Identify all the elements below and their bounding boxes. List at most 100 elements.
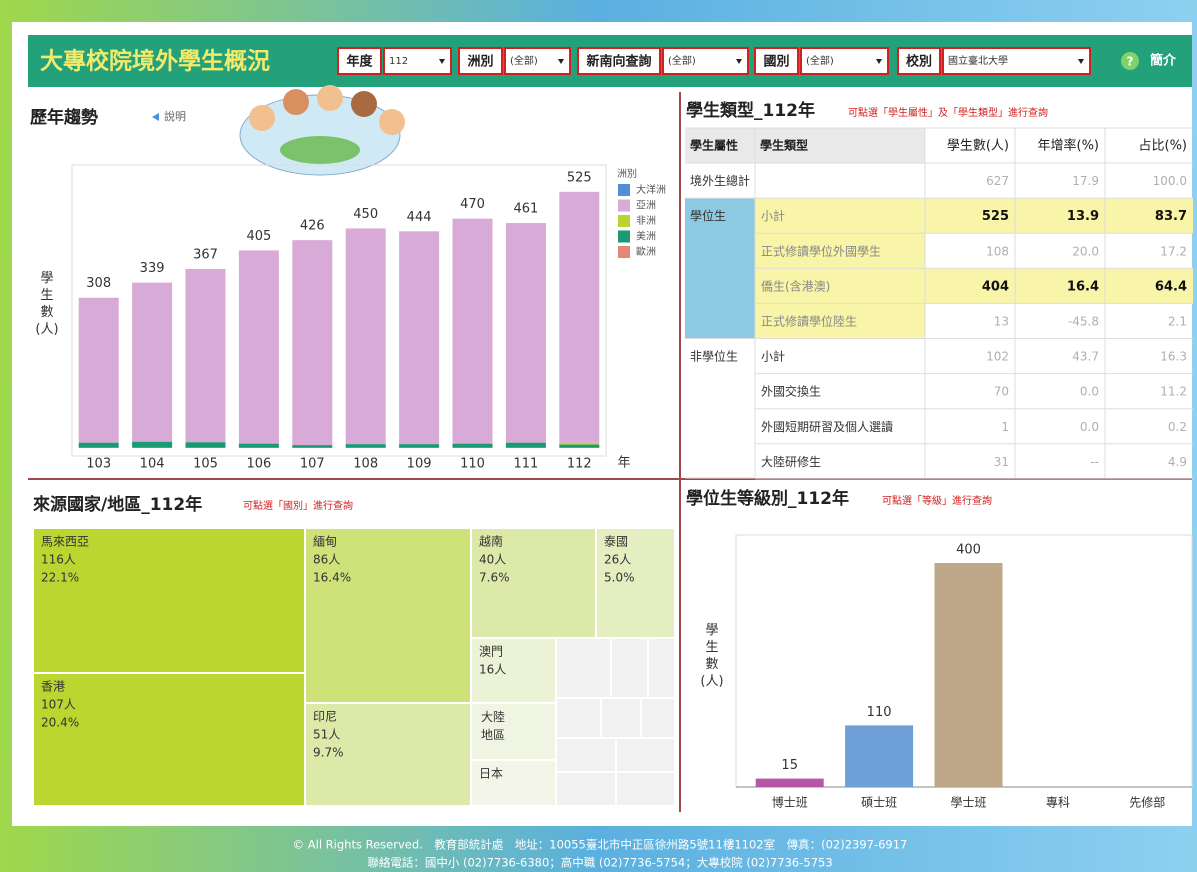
total-label: 525 [567, 170, 592, 185]
type-label[interactable]: 外國短期研習及個人選讀 [761, 420, 893, 434]
cell-value: 13 [994, 314, 1009, 328]
legend-label: 非洲 [636, 215, 656, 227]
bar-segment [506, 443, 546, 448]
section-title: 歷年趨勢 [30, 107, 98, 128]
treemap-minor-cell[interactable] [556, 698, 601, 738]
bar[interactable] [845, 725, 913, 787]
x-tick-label: 學士班 [950, 796, 986, 810]
treemap-minor-cell[interactable] [601, 698, 641, 738]
treemap-label: 越南 [479, 534, 503, 549]
cell-value: 2.1 [1168, 314, 1187, 328]
treemap-minor-cell[interactable] [556, 638, 611, 698]
cell-value: 43.7 [1072, 350, 1099, 364]
treemap-minor-cell[interactable] [648, 638, 675, 698]
value-label: 15 [781, 758, 798, 773]
x-tick-label: 111 [513, 457, 538, 472]
total-label: 426 [300, 219, 325, 234]
bar-segment [132, 283, 172, 442]
x-tick-label: 博士班 [772, 795, 808, 810]
bar-segment [399, 444, 439, 447]
x-tick-label: 專科 [1046, 796, 1070, 810]
cell-value: 20.0 [1072, 244, 1099, 258]
total-label: 367 [193, 247, 218, 262]
bar-segment [346, 228, 386, 444]
cell-value: 83.7 [1155, 209, 1187, 224]
cell-value: 17.9 [1072, 174, 1099, 188]
type-label[interactable]: 僑生(含港澳) [761, 278, 830, 293]
cell-value: -45.8 [1068, 314, 1099, 328]
group-label[interactable]: 學位生 [690, 208, 726, 223]
x-tick-label: 106 [246, 457, 271, 472]
total-label: 444 [407, 210, 432, 225]
treemap-label: 86人 [313, 553, 340, 567]
page-title: 大專校院境外學生概況 [40, 48, 270, 75]
bar-segment [186, 269, 226, 442]
treemap-label: 香港 [41, 680, 65, 694]
treemap-cell[interactable] [33, 528, 305, 673]
legend-label: 亞洲 [636, 200, 656, 212]
bar-segment [453, 219, 493, 444]
treemap-label: 16.4% [313, 571, 351, 585]
section-title: 來源國家/地區_112年 [33, 494, 202, 515]
legend-label: 美洲 [636, 230, 656, 243]
section-title: 學位生等級別_112年 [686, 488, 849, 509]
bar-segment [79, 298, 119, 443]
cell-value: 525 [982, 209, 1009, 224]
cell-value: 404 [982, 279, 1009, 294]
value-label: 110 [867, 705, 892, 720]
column-header: 學生數(人) [947, 139, 1009, 154]
hint: 可點選「學生屬性」及「學生類型」進行查詢 [848, 106, 1048, 119]
bar-segment [292, 240, 332, 445]
treemap-label: 緬甸 [313, 535, 337, 549]
bar[interactable] [935, 563, 1003, 787]
treemap-minor-cell[interactable] [556, 772, 616, 806]
bar-segment [186, 442, 226, 447]
type-label[interactable]: 外國交換生 [761, 384, 821, 399]
bar-segment [453, 444, 493, 448]
total-label: 470 [460, 197, 485, 212]
x-tick-label: 先修部 [1129, 795, 1165, 810]
total-label: 339 [140, 261, 165, 276]
treemap-label: 20.4% [41, 716, 79, 730]
treemap-cell[interactable] [33, 673, 305, 806]
treemap-minor-cell[interactable] [556, 738, 616, 772]
treemap-label: 7.6% [479, 571, 510, 585]
column-header: 占比(%) [1139, 139, 1188, 154]
total-label: 461 [513, 202, 538, 217]
bar-segment [292, 445, 332, 447]
x-axis-label: 年 [617, 456, 630, 471]
legend-swatch [618, 200, 630, 212]
treemap-minor-cell[interactable] [611, 638, 648, 698]
note-link[interactable]: 說明 [164, 109, 186, 123]
treemap-minor-cell[interactable] [616, 738, 675, 772]
treemap-minor-cell[interactable] [616, 772, 675, 806]
group-label[interactable]: 非學位生 [690, 349, 738, 364]
type-label[interactable]: 小計 [761, 208, 785, 223]
cell-value: 11.2 [1160, 385, 1187, 399]
type-label[interactable]: 大陸研修生 [761, 454, 821, 469]
legend-label: 大洋洲 [636, 183, 666, 196]
type-label[interactable]: 正式修讀學位陸生 [761, 313, 857, 328]
cell-value: 0.2 [1168, 420, 1187, 434]
treemap-label: 澳門 [479, 645, 503, 659]
x-tick-label: 103 [86, 457, 111, 472]
type-label[interactable]: 正式修讀學位外國學生 [761, 243, 881, 258]
row-label: 境外生總計 [690, 173, 750, 188]
treemap-label: 泰國 [604, 535, 628, 549]
type-label[interactable]: 小計 [761, 349, 785, 364]
cell-value: 0.0 [1080, 385, 1099, 399]
bar-segment [132, 442, 172, 448]
x-tick-label: 110 [460, 457, 485, 472]
cell-value: 31 [994, 455, 1009, 469]
section-title: 學生類型_112年 [686, 100, 815, 121]
help-link[interactable]: 簡介 [1149, 53, 1177, 69]
treemap-minor-cell[interactable] [641, 698, 675, 738]
x-tick-label: 112 [567, 457, 592, 472]
filter-label: 新南向查詢 [586, 54, 651, 70]
bar[interactable] [756, 779, 824, 787]
cell-value: 16.4 [1067, 279, 1099, 294]
cell-value: -- [1090, 455, 1099, 469]
x-tick-label: 104 [140, 457, 165, 472]
column-header: 學生屬性 [690, 138, 738, 153]
cell-value: 4.9 [1168, 455, 1187, 469]
